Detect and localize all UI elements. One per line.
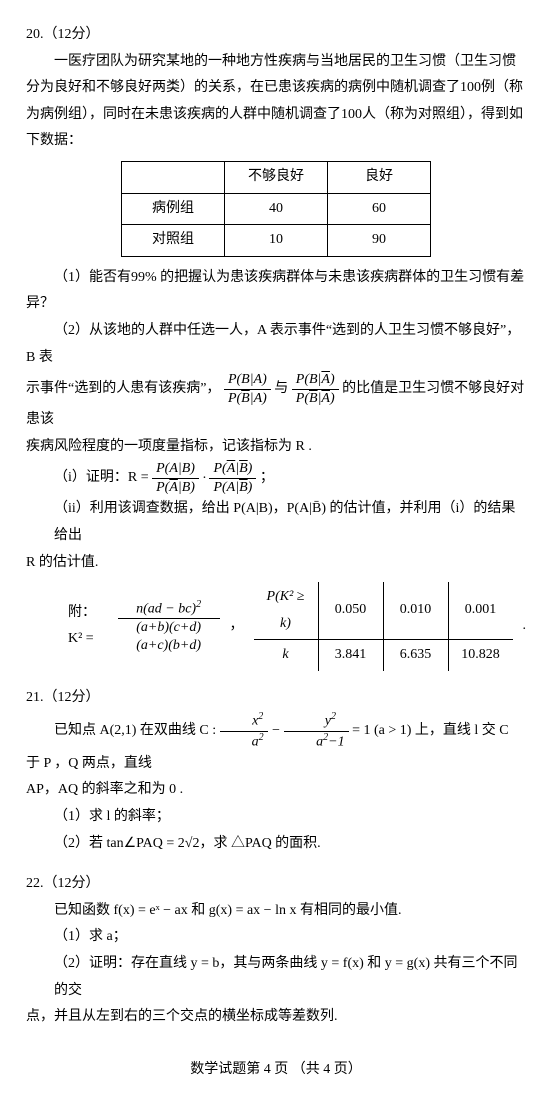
q20-sub2c: 疾病风险程度的一项度量指标，记该指标为 R . (26, 434, 526, 461)
pk-r0: k (254, 640, 319, 671)
r1-v2: 60 (328, 193, 431, 225)
q20-head: 20.（12分） (26, 22, 526, 49)
pk-h0: P(K² ≥ k) (254, 582, 319, 640)
r2-v2: 90 (328, 225, 431, 257)
q22-sub1: （1）求 a； (26, 924, 526, 951)
q20-ii: （ii）利用该调查数据，给出 P(A|B)，P(A|B̄) 的估计值，并利用（i… (26, 496, 526, 549)
q20-ii-b: R 的估计值. (26, 550, 526, 577)
pk-h2: 0.010 (383, 582, 448, 640)
pk-v1: 3.841 (318, 640, 383, 671)
q20-ref: 附：K² = n(ad − bc)2(a+b)(c+d)(a+c)(b+d) ，… (68, 582, 526, 671)
th-good: 良好 (328, 161, 431, 193)
q20-sub2b: 示事件“选到的人患有该疾病”， P(B|A)P(B|A) 与 P(B|A)P(B… (26, 371, 526, 434)
q20-sub1: （1）能否有99% 的把握认为患该疾病群体与未患该疾病群体的卫生习惯有差异？ (26, 265, 526, 318)
q20-data-table: 不够良好 良好 病例组 40 60 对照组 10 90 (121, 161, 431, 257)
q20-i: （i）证明：R = P(A|B)P(A|B) · P(A|B)P(A|B) ； (26, 460, 526, 496)
th-bad: 不够良好 (225, 161, 328, 193)
r1-v1: 40 (225, 193, 328, 225)
pk-h3: 0.001 (448, 582, 513, 640)
r2-label: 对照组 (122, 225, 225, 257)
pk-v3: 10.828 (448, 640, 513, 671)
q20-sub2a: （2）从该地的人群中任选一人，A 表示事件“选到的人卫生习惯不够良好”，B 表 (26, 318, 526, 371)
q22-sub2b: 点，并且从左到右的三个交点的横坐标成等差数列. (26, 1004, 526, 1031)
pk-table: P(K² ≥ k) 0.050 0.010 0.001 k 3.841 6.63… (254, 582, 513, 671)
q21-p1: 已知点 A(2,1) 在双曲线 C : x2a2 − y2a2−1 = 1 (a… (26, 711, 526, 777)
pk-h1: 0.050 (318, 582, 383, 640)
q22-sub2: （2）证明：存在直线 y = b，其与两条曲线 y = f(x) 和 y = g… (26, 951, 526, 1004)
r2-v1: 10 (225, 225, 328, 257)
th-blank (122, 161, 225, 193)
q22-head: 22.（12分） (26, 871, 526, 898)
q21-sub2: （2）若 tan∠PAQ = 2√2，求 △PAQ 的面积. (26, 831, 526, 858)
q21-head: 21.（12分） (26, 685, 526, 712)
q22-p1: 已知函数 f(x) = eˣ − ax 和 g(x) = ax − ln x 有… (26, 898, 526, 925)
q21-sub1: （1）求 l 的斜率； (26, 804, 526, 831)
pk-v2: 6.635 (383, 640, 448, 671)
r1-label: 病例组 (122, 193, 225, 225)
q21-p1b: AP，AQ 的斜率之和为 0 . (26, 777, 526, 804)
q20-p1: 一医疗团队为研究某地的一种地方性疾病与当地居民的卫生习惯（卫生习惯分为良好和不够… (26, 49, 526, 155)
page-footer: 数学试题第 4 页 （共 4 页） (26, 1057, 526, 1084)
